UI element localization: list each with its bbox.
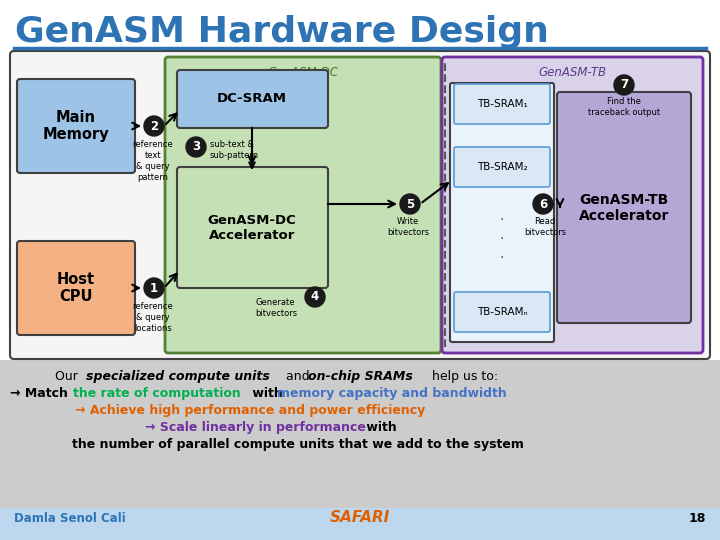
- Circle shape: [144, 278, 164, 298]
- FancyBboxPatch shape: [177, 167, 328, 288]
- Text: GenASM Hardware Design: GenASM Hardware Design: [15, 15, 549, 49]
- Text: GenASM-DC
Accelerator: GenASM-DC Accelerator: [207, 214, 297, 242]
- Text: GenASM-DC: GenASM-DC: [268, 66, 338, 79]
- Text: Find the
traceback output: Find the traceback output: [588, 97, 660, 117]
- Text: .
.
.: . . .: [500, 208, 504, 261]
- Text: reference
& query
locations: reference & query locations: [132, 302, 174, 333]
- Text: the rate of computation: the rate of computation: [73, 387, 240, 400]
- Text: 6: 6: [539, 198, 547, 211]
- Text: TB-SRAM₂: TB-SRAM₂: [477, 162, 527, 172]
- Circle shape: [186, 137, 206, 157]
- Bar: [0, 508, 720, 540]
- Text: GenASM-TB
Accelerator: GenASM-TB Accelerator: [579, 193, 669, 223]
- Bar: [0, 360, 720, 508]
- Text: → Achieve high performance and power efficiency: → Achieve high performance and power eff…: [75, 404, 426, 417]
- Text: → Match: → Match: [10, 387, 72, 400]
- Circle shape: [305, 287, 325, 307]
- Text: on-chip SRAMs: on-chip SRAMs: [308, 370, 413, 383]
- Text: memory capacity and bandwidth: memory capacity and bandwidth: [277, 387, 507, 400]
- Text: the number of parallel compute units that we add to the system: the number of parallel compute units tha…: [72, 438, 524, 451]
- Circle shape: [144, 116, 164, 136]
- FancyBboxPatch shape: [454, 84, 550, 124]
- Text: Our: Our: [55, 370, 82, 383]
- Text: Read
bitvectors: Read bitvectors: [524, 217, 566, 237]
- Text: Host
CPU: Host CPU: [57, 272, 95, 304]
- Text: 7: 7: [620, 78, 628, 91]
- Text: 18: 18: [688, 511, 706, 524]
- Text: SAFARI: SAFARI: [330, 510, 390, 525]
- Text: → Scale linearly in performance: → Scale linearly in performance: [145, 421, 366, 434]
- Text: reference
text
& query
pattern: reference text & query pattern: [132, 140, 174, 183]
- FancyBboxPatch shape: [442, 57, 703, 353]
- Circle shape: [614, 75, 634, 95]
- FancyBboxPatch shape: [10, 51, 710, 359]
- FancyBboxPatch shape: [17, 79, 135, 173]
- Text: Damla Senol Cali: Damla Senol Cali: [14, 511, 126, 524]
- Text: sub-text &
sub-pattern: sub-text & sub-pattern: [210, 140, 259, 160]
- Text: GenASM-TB: GenASM-TB: [538, 66, 606, 79]
- FancyBboxPatch shape: [454, 292, 550, 332]
- Text: DC-SRAM: DC-SRAM: [217, 92, 287, 105]
- Text: TB-SRAMₙ: TB-SRAMₙ: [477, 307, 527, 317]
- Text: Generate
bitvectors: Generate bitvectors: [255, 298, 297, 318]
- Bar: [0, 0, 720, 360]
- Text: Main
Memory: Main Memory: [42, 110, 109, 142]
- FancyBboxPatch shape: [17, 241, 135, 335]
- Text: specialized compute units: specialized compute units: [86, 370, 270, 383]
- FancyBboxPatch shape: [557, 92, 691, 323]
- Text: 5: 5: [406, 198, 414, 211]
- Circle shape: [533, 194, 553, 214]
- Text: 1: 1: [150, 281, 158, 294]
- Text: with: with: [362, 421, 397, 434]
- FancyBboxPatch shape: [450, 83, 554, 342]
- FancyBboxPatch shape: [165, 57, 441, 353]
- Text: and: and: [282, 370, 314, 383]
- Text: help us to:: help us to:: [428, 370, 498, 383]
- Text: 3: 3: [192, 140, 200, 153]
- Text: 4: 4: [311, 291, 319, 303]
- Text: TB-SRAM₁: TB-SRAM₁: [477, 99, 527, 109]
- FancyBboxPatch shape: [177, 70, 328, 128]
- FancyBboxPatch shape: [454, 147, 550, 187]
- Text: with: with: [248, 387, 287, 400]
- Text: Write
bitvectors: Write bitvectors: [387, 217, 429, 237]
- Circle shape: [400, 194, 420, 214]
- Text: 2: 2: [150, 119, 158, 132]
